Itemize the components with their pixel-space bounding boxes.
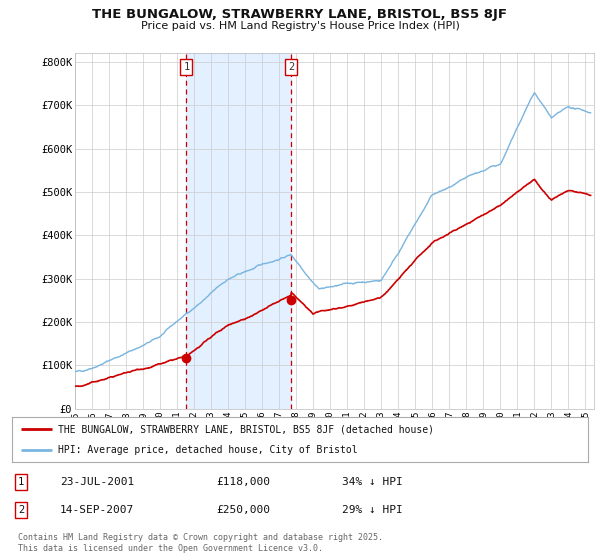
Text: THE BUNGALOW, STRAWBERRY LANE, BRISTOL, BS5 8JF: THE BUNGALOW, STRAWBERRY LANE, BRISTOL, …	[92, 8, 508, 21]
Text: HPI: Average price, detached house, City of Bristol: HPI: Average price, detached house, City…	[58, 445, 358, 455]
Text: £118,000: £118,000	[216, 477, 270, 487]
Text: 2: 2	[18, 505, 24, 515]
Text: 14-SEP-2007: 14-SEP-2007	[60, 505, 134, 515]
Text: 2: 2	[288, 62, 295, 72]
Text: 1: 1	[184, 62, 190, 72]
Text: 23-JUL-2001: 23-JUL-2001	[60, 477, 134, 487]
Text: Contains HM Land Registry data © Crown copyright and database right 2025.
This d: Contains HM Land Registry data © Crown c…	[18, 533, 383, 553]
Text: 34% ↓ HPI: 34% ↓ HPI	[342, 477, 403, 487]
Bar	[187, 53, 291, 409]
Text: £250,000: £250,000	[216, 505, 270, 515]
Text: Price paid vs. HM Land Registry's House Price Index (HPI): Price paid vs. HM Land Registry's House …	[140, 21, 460, 31]
Text: 1: 1	[18, 477, 24, 487]
Text: 29% ↓ HPI: 29% ↓ HPI	[342, 505, 403, 515]
Text: THE BUNGALOW, STRAWBERRY LANE, BRISTOL, BS5 8JF (detached house): THE BUNGALOW, STRAWBERRY LANE, BRISTOL, …	[58, 424, 434, 435]
